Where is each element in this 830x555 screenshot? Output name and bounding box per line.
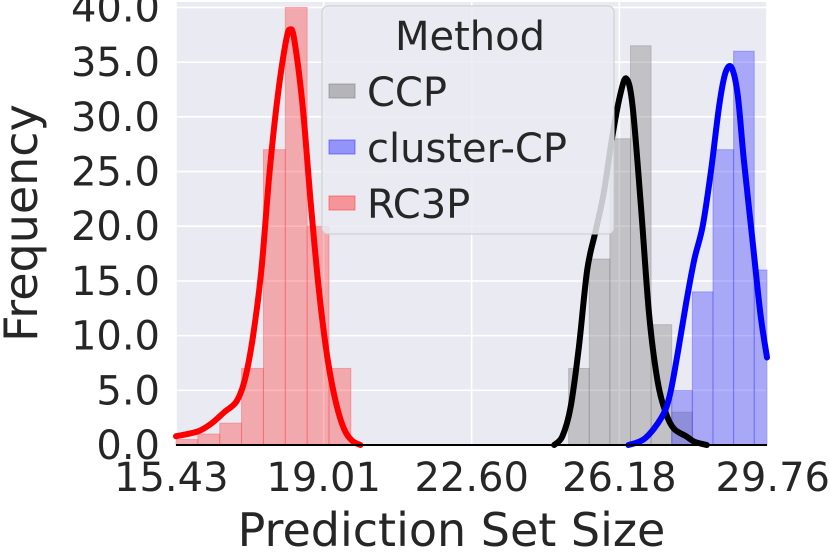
y-tick-label: 0.0 — [96, 423, 160, 469]
y-tick-label: 5.0 — [96, 368, 160, 414]
y-tick-label: 35.0 — [71, 40, 160, 86]
rc3p-legend-label: RC3P — [367, 182, 470, 228]
rc3p-bar — [219, 422, 243, 446]
x-tick-label: 15.43 — [114, 455, 229, 501]
kde-curves — [173, 26, 770, 448]
y-tick-label: 30.0 — [71, 95, 160, 141]
y-tick-label: 25.0 — [71, 150, 160, 196]
cluster-cp-bar — [691, 291, 714, 446]
legend-title: Method — [395, 14, 545, 60]
y-tick-label: 15.0 — [71, 259, 160, 305]
x-tick-label: 29.76 — [715, 455, 830, 501]
y-tick-label: 40.0 — [71, 0, 160, 31]
x-tick-label: 22.60 — [414, 455, 529, 501]
y-tick-label: 20.0 — [71, 204, 160, 250]
y-tick-label: 10.0 — [71, 314, 160, 360]
cluster-cp-bar — [712, 149, 735, 446]
ccp-legend-label: CCP — [367, 70, 447, 116]
legend-entries: CCP cluster-CP RC3P — [328, 70, 567, 228]
x-tick-label: 26.18 — [562, 455, 677, 501]
x-axis-title: Prediction Set Size — [238, 503, 666, 555]
x-tick-labels: 15.43 19.01 22.60 26.18 29.76 — [114, 455, 830, 501]
legend-box — [321, 5, 615, 235]
legend: Method CCP cluster-CP RC3P — [321, 5, 615, 235]
ccp-bar — [588, 258, 611, 446]
cluster-cp-legend-swatch — [328, 139, 356, 155]
cluster-cp-legend-label: cluster-CP — [367, 126, 567, 172]
rc3p-bar — [197, 433, 221, 446]
ccp-kde-line — [551, 75, 710, 448]
ccp-legend-swatch — [328, 83, 356, 99]
cluster-cp-kde-line — [625, 63, 770, 448]
rc3p-kde-line — [173, 26, 364, 448]
y-tick-labels: 0.0 5.0 10.0 15.0 20.0 25.0 30.0 35.0 40.0 — [71, 0, 160, 469]
x-tick-label: 19.01 — [266, 455, 381, 501]
y-axis-title: Frequency — [0, 104, 48, 342]
rc3p-legend-swatch — [328, 195, 356, 211]
